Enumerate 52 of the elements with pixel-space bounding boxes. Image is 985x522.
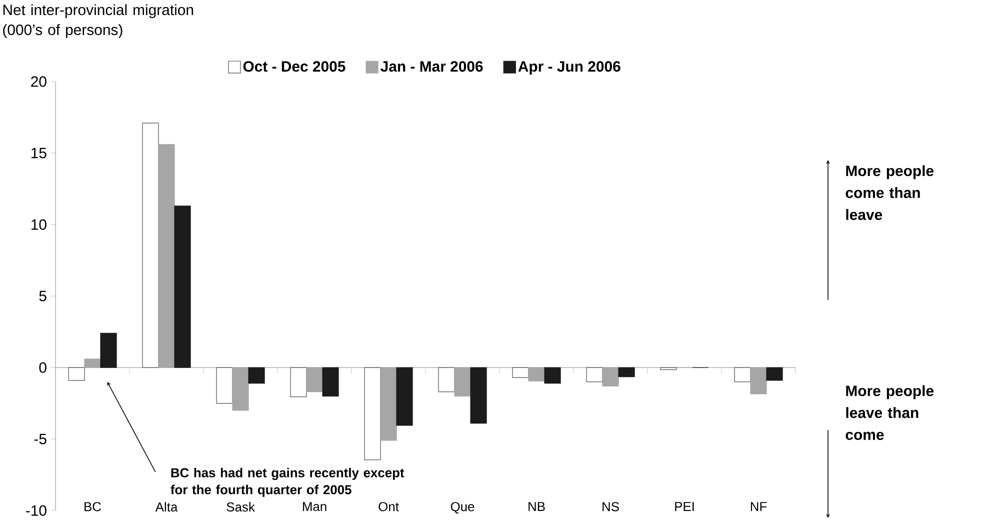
bar	[470, 367, 487, 424]
bar	[660, 367, 677, 370]
legend-label: Jan - Mar 2006	[380, 61, 483, 72]
x-tick-label: Sask	[226, 502, 255, 512]
x-tick-label: NB	[528, 502, 545, 511]
legend-label: Apr - Jun 2006	[518, 61, 620, 75]
bar	[290, 367, 307, 398]
y-tick-label: -10	[26, 505, 46, 516]
bar	[100, 332, 117, 368]
y-tick-label: 10	[32, 219, 46, 230]
annotation: BC has had net gains recently except for the fourth quarter of 2005	[170, 468, 404, 497]
bar	[750, 367, 767, 394]
bar	[248, 367, 265, 384]
text: More people come than leave	[846, 165, 934, 220]
bar	[396, 367, 413, 426]
y-tick-label: -5	[34, 434, 46, 444]
bar	[544, 367, 561, 384]
x-tick-label: Alta	[155, 502, 178, 512]
bar	[512, 367, 529, 378]
bar	[618, 367, 635, 378]
bar	[68, 367, 85, 381]
bar	[438, 367, 455, 392]
y-axis-title: Net inter-provincial migration (000’s of persons)	[3, 4, 194, 38]
x-tick-label: Que	[450, 502, 474, 514]
x-tick-label: Man	[302, 502, 326, 512]
bar	[216, 367, 233, 404]
x-tick-label: BC	[84, 502, 102, 512]
y-tick-label: 20	[31, 76, 46, 87]
bar	[306, 367, 323, 392]
bar	[322, 367, 339, 396]
x-tick-label: NS	[602, 502, 619, 512]
bar	[602, 367, 619, 386]
y-tick-label: 15	[32, 148, 46, 158]
bar	[142, 122, 159, 368]
bar	[380, 367, 397, 441]
bar	[84, 358, 101, 368]
y-tick-label: 0	[39, 362, 46, 373]
bar	[364, 367, 381, 460]
x-tick-label: PEI	[675, 502, 694, 511]
x-tick-label: NF	[750, 502, 767, 511]
bar	[232, 367, 249, 411]
y-tick-label: 5	[39, 290, 46, 302]
text: More people leave than come	[846, 385, 934, 440]
legend-label: Oct - Dec 2005	[243, 61, 346, 72]
bar	[454, 367, 471, 396]
bar	[528, 367, 545, 382]
x-tick-label: Ont	[378, 502, 399, 512]
bar	[174, 206, 191, 368]
bar	[766, 367, 783, 381]
bar	[158, 144, 175, 368]
bar	[734, 367, 751, 382]
bar	[586, 367, 603, 382]
